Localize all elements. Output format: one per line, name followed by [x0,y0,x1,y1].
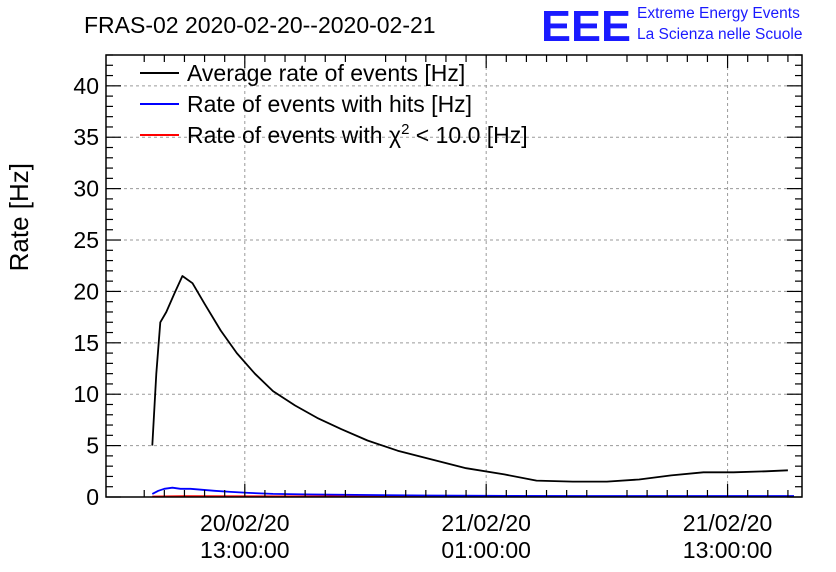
y-tick-label: 20 [73,278,99,304]
plot-frame [105,54,803,498]
y-axis-label: Rate [Hz] [4,163,34,271]
eee-logo: EEE Extreme Energy Events La Scienza nel… [541,2,802,51]
series-line [151,486,794,497]
y-tick-label: 30 [73,176,99,202]
y-tick-label: 35 [73,124,99,150]
series-line [151,275,788,483]
eee-logo-line2: La Scienza nelle Scuole [637,26,802,43]
x-tick-date: 21/02/20 [441,510,531,536]
y-tick-label: 10 [73,381,99,407]
y-tick-label: 15 [73,330,99,356]
series-lines [151,275,794,498]
y-tick-labels: 0 5 10 15 20 25 30 35 40 [73,73,99,510]
eee-logo-mark: EEE [541,2,631,51]
chart-title: FRAS-02 2020-02-20--2020-02-21 [84,12,436,38]
legend-label: Rate of events with hits [Hz] [187,91,472,117]
grid [106,55,802,497]
x-tick-date: 20/02/20 [200,510,290,536]
x-tick-time: 13:00:00 [683,537,773,563]
y-tick-label: 25 [73,227,99,253]
legend-label: Rate of events with χ2 < 10.0 [Hz] [187,121,528,148]
x-tick-labels: 20/02/2013:00:0021/02/2001:00:0021/02/20… [200,510,772,563]
axis-ticks [106,54,802,498]
eee-logo-line1: Extreme Energy Events [637,5,800,22]
x-tick-time: 01:00:00 [441,537,531,563]
y-tick-label: 0 [86,484,99,510]
legend: Average rate of events [Hz] Rate of event… [140,60,528,148]
y-tick-label: 40 [73,73,99,99]
x-tick-date: 21/02/20 [683,510,773,536]
legend-label: Average rate of events [Hz] [187,60,465,86]
x-tick-time: 13:00:00 [200,537,290,563]
y-tick-label: 5 [86,433,99,459]
